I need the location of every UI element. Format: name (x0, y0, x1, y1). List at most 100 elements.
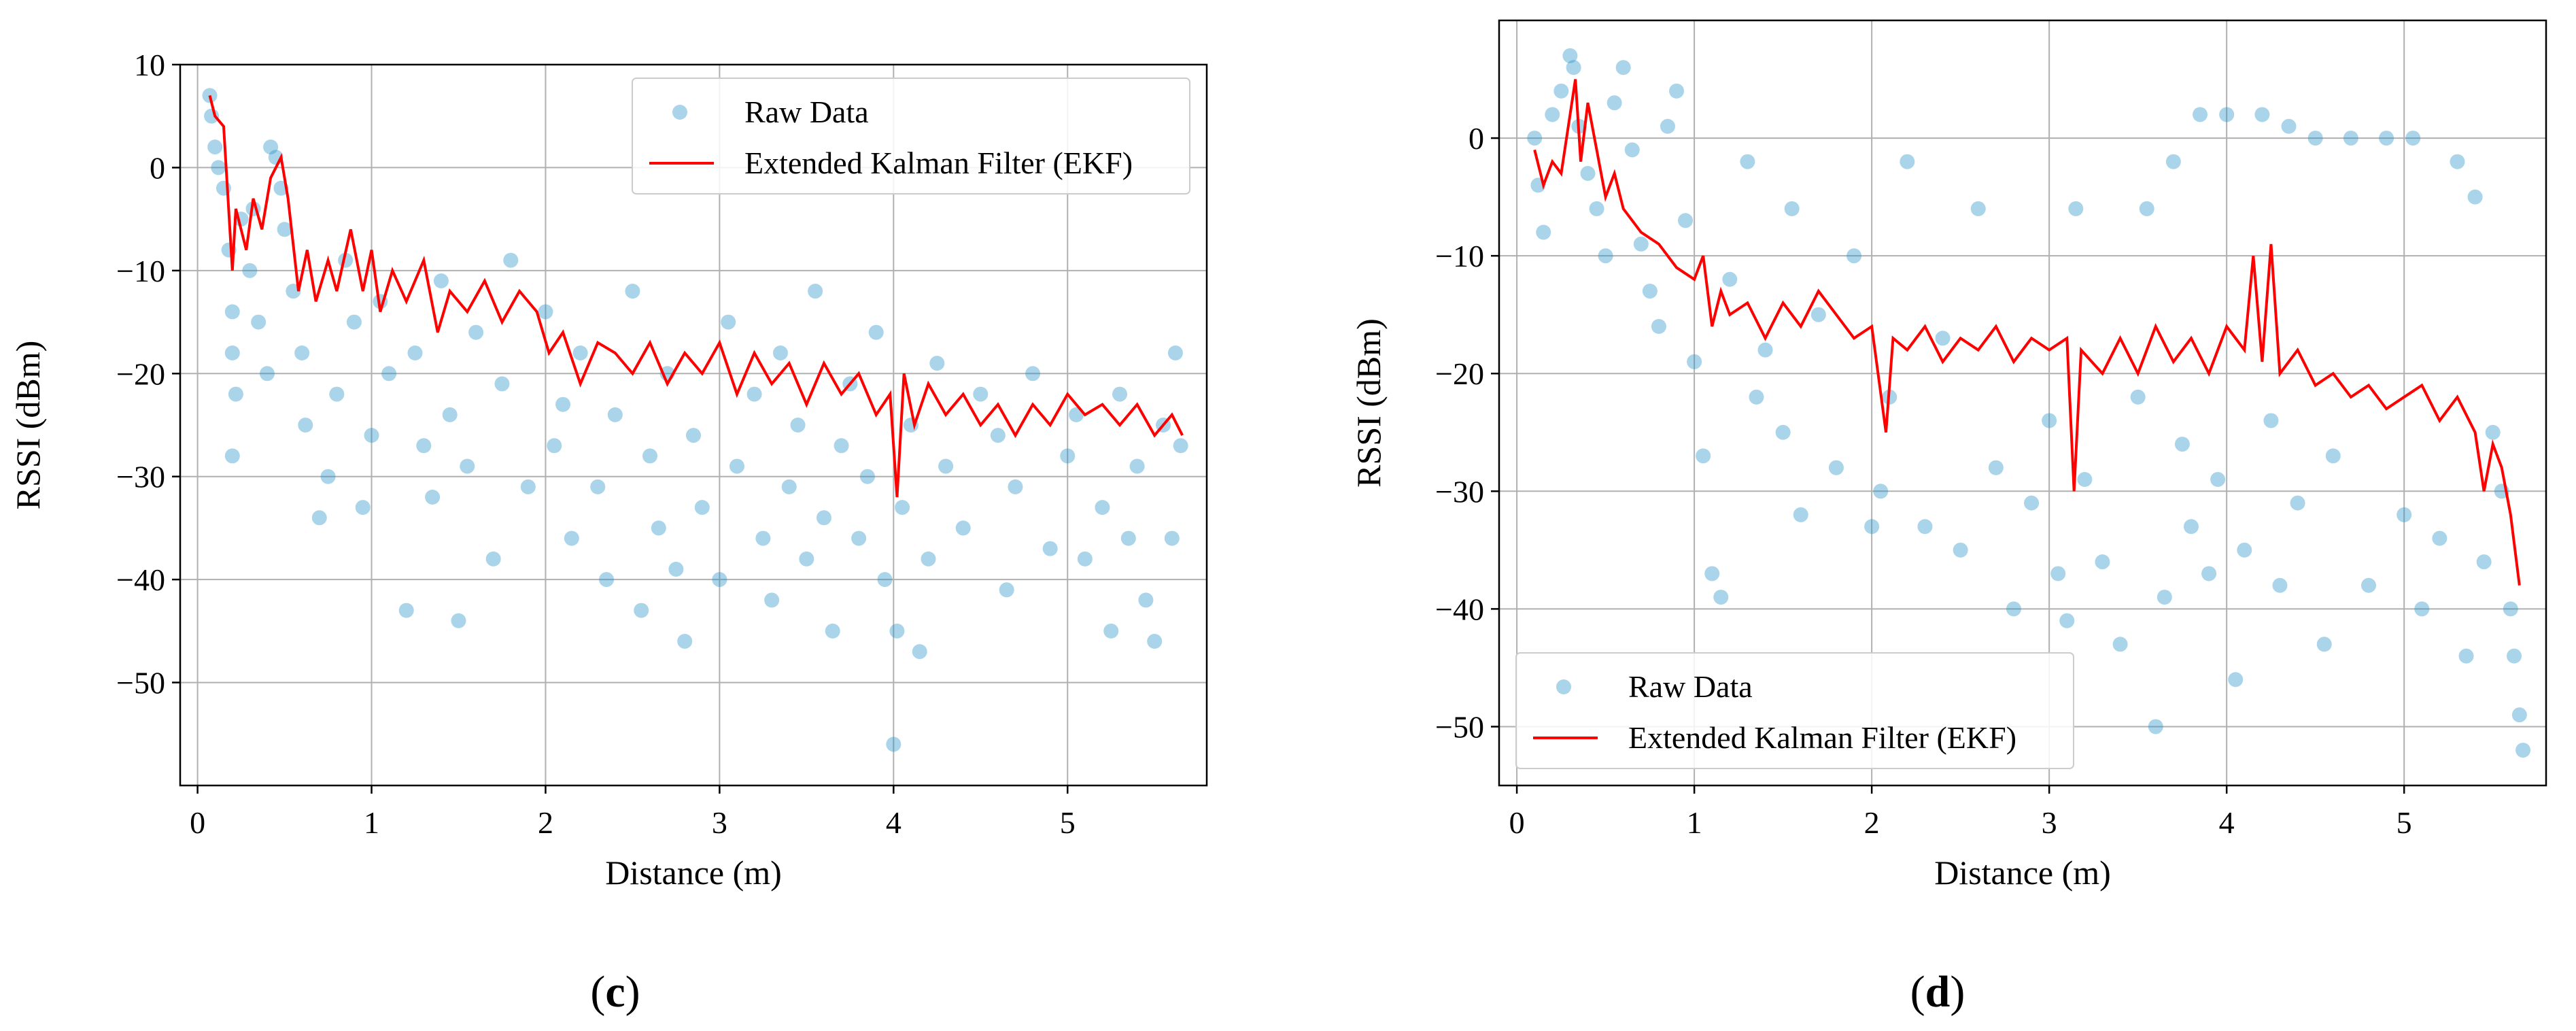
chart-d-raw-point (2130, 389, 2146, 405)
chart-c-raw-point (251, 314, 267, 330)
chart-c-raw-point (921, 551, 936, 567)
chart-d-raw-point (1873, 484, 1889, 499)
chart-c-raw-point (555, 396, 571, 412)
chart-d-x-tick-label: 3 (2042, 805, 2057, 840)
chart-d-raw-point (2450, 154, 2465, 169)
chart-d-y-tick-label: −30 (1435, 474, 1484, 509)
chart-c-raw-point (277, 222, 292, 237)
chart-d-raw-point (1784, 201, 1800, 216)
chart-c-y-tick-label: −30 (116, 460, 165, 494)
chart-c-raw-point (1112, 386, 1128, 402)
chart-c-raw-point (311, 510, 327, 526)
chart-c-raw-point (955, 520, 971, 536)
chart-d-raw-point (2272, 577, 2288, 593)
chart-d-raw-point (2432, 530, 2448, 546)
chart-d-raw-point (1633, 236, 1649, 252)
chart-c-x-tick-label: 0 (190, 805, 205, 840)
chart-d-raw-point (2405, 131, 2421, 146)
chart-d-raw-point (1553, 83, 1569, 99)
chart-c-raw-point (1103, 623, 1119, 639)
chart-c-raw-point (485, 551, 501, 567)
chart-d-x-tick-label: 0 (1509, 805, 1525, 840)
chart-d-x-tick-label: 4 (2219, 805, 2235, 840)
chart-c-raw-point (625, 284, 640, 299)
chart-c-y-tick-label: 0 (150, 150, 165, 185)
chart-d-raw-point (1566, 60, 1581, 75)
chart-c-raw-point (929, 356, 945, 371)
chart-d-raw-point (1615, 60, 1631, 75)
chart-c-raw-point (834, 438, 849, 454)
chart-d-frame (1498, 19, 2547, 787)
chart-d-x-tick-label: 1 (1687, 805, 1702, 840)
chart-d-raw-point (1900, 154, 1915, 169)
chart-d-raw-point (1810, 307, 1826, 322)
chart-c-raw-point (677, 634, 693, 649)
chart-c-y-tick-label: −10 (116, 254, 165, 288)
chart-c-raw-point (433, 273, 449, 288)
chart-c-raw-point (590, 479, 606, 494)
chart-c-raw-point (607, 407, 623, 422)
chart-d-raw-point (2024, 495, 2040, 511)
chart-c-raw-point (494, 376, 510, 392)
chart-d-raw-point (1660, 118, 1675, 134)
chart-c-ekf-line (208, 95, 1184, 498)
chart-c-y-tick-label: −20 (116, 356, 165, 391)
chart-c-raw-point (355, 500, 371, 516)
chart-c-raw-point (938, 458, 954, 474)
chart-c-raw-point (755, 530, 771, 546)
chart-d-raw-point (2507, 648, 2522, 664)
chart-d-raw-point (1775, 424, 1791, 440)
chart-c-x-tick-label: 1 (364, 805, 379, 840)
chart-c-panel-label: (c) (590, 967, 640, 1017)
chart-c-raw-point (1025, 366, 1041, 382)
chart-c-raw-point (1138, 592, 1154, 608)
chart-d-y-ticks: 0 −10 −20 −30 −40 −50 (1435, 121, 1499, 744)
chart-c-raw-point (634, 603, 649, 618)
chart-d-y-tick-label: 0 (1469, 121, 1484, 156)
chart-c-raw-point (407, 345, 423, 360)
chart-c-raw-point (599, 572, 615, 588)
chart-c-raw-point (721, 314, 736, 330)
chart-d-raw-point (2193, 107, 2208, 122)
chart-c-raw-point (547, 438, 562, 454)
chart-c-raw-point (564, 530, 579, 546)
chart-c-raw-point (808, 284, 823, 299)
chart-d-y-tick-label: −50 (1435, 709, 1484, 744)
chart-d-raw-point (2325, 448, 2341, 464)
chart-c-raw-point (1129, 458, 1145, 474)
chart-c-raw-point (1042, 541, 1058, 556)
chart-c-raw-point (207, 139, 223, 155)
chart-d-raw-point (2397, 507, 2412, 522)
chart-d-raw-point (1828, 460, 1844, 475)
chart-c-raw-point (1167, 345, 1183, 360)
chart-d-legend-ekf-label: Extended Kalman Filter (EKF) (1628, 720, 2016, 755)
chart-d-raw-point (2165, 154, 2181, 169)
chart-c-raw-point (503, 252, 519, 268)
chart-d-raw-point (1678, 213, 1694, 229)
chart-d-raw-point (2174, 437, 2190, 452)
chart-c-raw-point (799, 551, 814, 567)
chart-d-raw-point (1607, 95, 1622, 111)
chart-d-raw-point (1935, 331, 1951, 346)
chart-d-raw-point (2050, 566, 2066, 581)
chart-c-legend-box (632, 78, 1190, 195)
chart-d-legend-raw-label: Raw Data (1628, 669, 1753, 704)
chart-c-raw-point (1060, 448, 1076, 464)
chart-c-raw-point (990, 428, 1006, 443)
chart-c-raw-point (712, 572, 727, 588)
chart-d-raw-point (2210, 472, 2226, 487)
chart-c-y-tick-label: −50 (116, 666, 165, 700)
chart-c-legend: Raw Data Extended Kalman Filter (EKF) (632, 78, 1190, 195)
chart-d-raw-point (1704, 566, 1720, 581)
chart-c-panel-letter: c (605, 967, 625, 1017)
chart-d-raw-point (2219, 107, 2235, 122)
chart-d-ekf-line (1533, 79, 2521, 586)
chart-d-raw-point (2201, 566, 2217, 581)
chart-d-raw-point (1589, 201, 1604, 216)
chart-c-raw-point (398, 603, 414, 618)
chart-panel-d: 0 1 2 3 4 5 0 −10 −20 −30 −40 −50 Distance (m) RSS… (1350, 19, 2547, 1017)
chart-c-raw-point (228, 386, 243, 402)
chart-c-raw-point (329, 386, 345, 402)
chart-c-y-axis-title: RSSI (dBm) (9, 341, 47, 510)
chart-d-x-ticks: 0 1 2 3 4 5 (1509, 785, 2412, 840)
